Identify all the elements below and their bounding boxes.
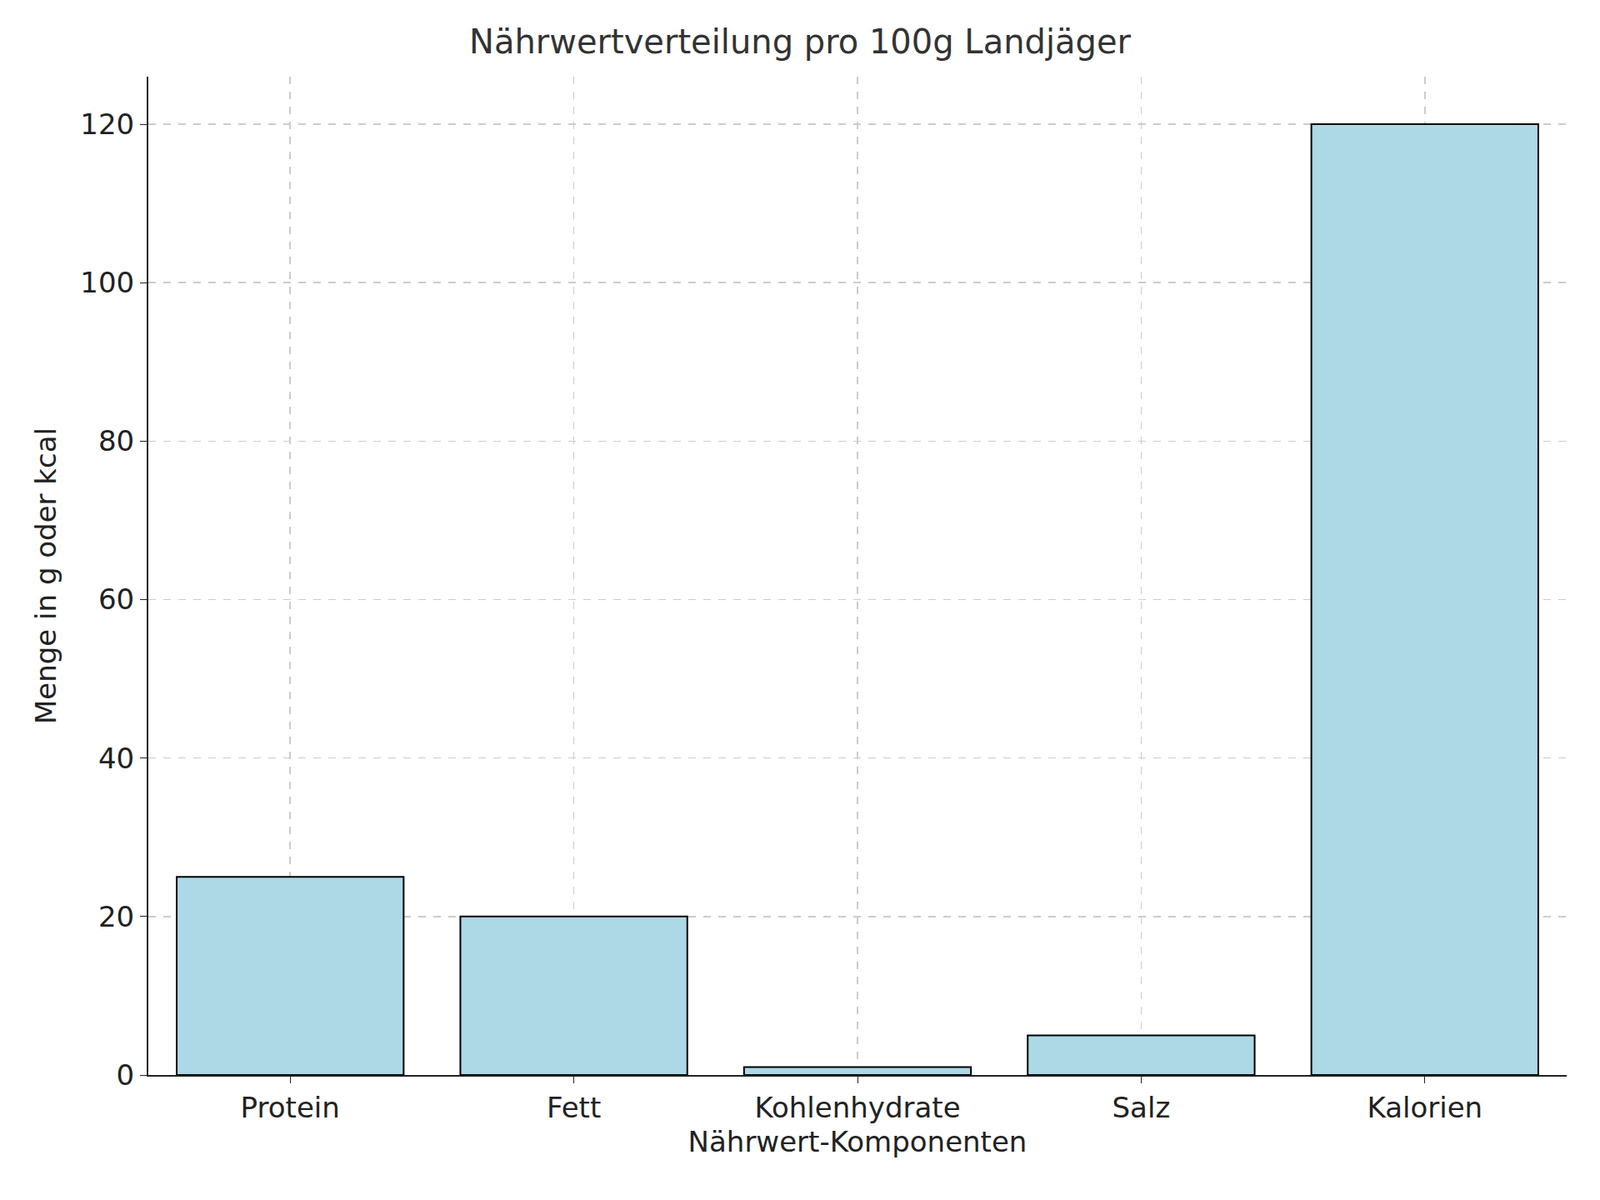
svg-text:Menge in g oder kcal: Menge in g oder kcal bbox=[29, 427, 63, 725]
svg-text:60: 60 bbox=[98, 582, 135, 616]
svg-text:Fett: Fett bbox=[546, 1090, 601, 1125]
svg-text:20: 20 bbox=[98, 900, 135, 934]
svg-text:Salz: Salz bbox=[1112, 1090, 1171, 1125]
svg-text:100: 100 bbox=[80, 265, 135, 300]
svg-text:Nährwertverteilung pro 100g La: Nährwertverteilung pro 100g Landjäger bbox=[469, 22, 1132, 61]
svg-text:0: 0 bbox=[116, 1058, 135, 1092]
svg-text:80: 80 bbox=[98, 424, 135, 458]
svg-text:Nährwert-Komponenten: Nährwert-Komponenten bbox=[688, 1125, 1028, 1159]
svg-text:40: 40 bbox=[98, 741, 135, 775]
svg-text:Protein: Protein bbox=[240, 1090, 340, 1125]
svg-text:Kalorien: Kalorien bbox=[1366, 1090, 1483, 1125]
svg-text:Kohlenhydrate: Kohlenhydrate bbox=[754, 1090, 960, 1125]
svg-text:120: 120 bbox=[80, 107, 135, 141]
